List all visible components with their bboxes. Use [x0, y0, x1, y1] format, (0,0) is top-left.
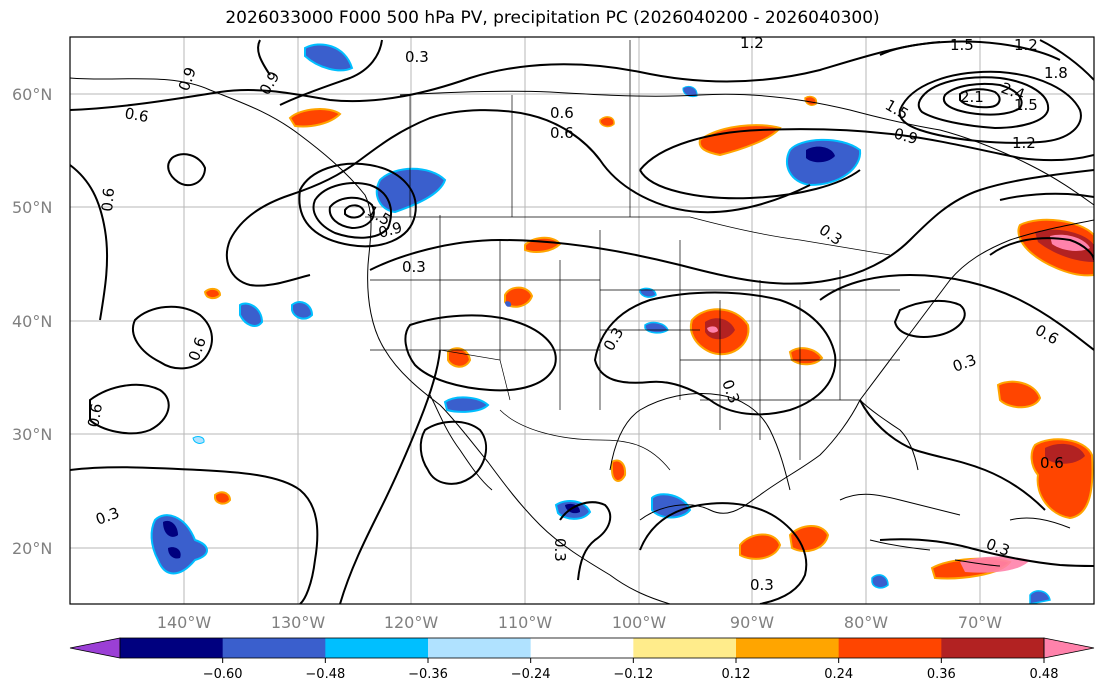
contour-label: 1.5	[950, 36, 974, 54]
political-borders	[365, 40, 900, 471]
contour-label: 1.2	[1012, 134, 1036, 152]
colorbar-tick-label: −0.48	[305, 667, 345, 682]
colorbar-tick-label: 0.36	[927, 667, 956, 682]
contour-label: 0.6	[550, 124, 574, 142]
colorbar-segment	[736, 638, 840, 658]
colorbar-segment	[428, 638, 532, 658]
colorbar-segment	[120, 638, 224, 658]
longitude-labels: 140°W 130°W 120°W 110°W 100°W 90°W 80°W …	[157, 613, 1002, 632]
contour-label: 0.9	[892, 124, 920, 148]
colorbar-tick-label: 0.12	[722, 667, 751, 682]
colorbar-extend-high	[1043, 637, 1095, 659]
colorbar-tick-label: −0.24	[511, 667, 551, 682]
contour-label: 1.2	[1014, 36, 1038, 54]
contour-label: 1.8	[1044, 64, 1068, 82]
lon-label: 90°W	[730, 613, 774, 632]
lon-label: 110°W	[498, 613, 553, 632]
contour-label: 0.6	[550, 104, 574, 122]
colorbar-tick-label: −0.36	[408, 667, 448, 682]
contour-label: 0.6	[123, 104, 150, 126]
lat-label: 50°N	[12, 198, 52, 217]
lon-label: 80°W	[844, 613, 888, 632]
contour-label: 2.1	[960, 88, 984, 106]
map-frame	[69, 36, 1095, 605]
contour-label: 0.3	[402, 258, 426, 276]
lon-label: 130°W	[271, 613, 326, 632]
pv-contours	[70, 39, 1094, 604]
latitude-labels: 60°N 50°N 40°N 30°N 20°N	[12, 85, 52, 558]
contour-label: 0.6	[98, 187, 118, 212]
colorbar-segment	[530, 638, 634, 658]
lat-label: 30°N	[12, 425, 52, 444]
lat-label: 20°N	[12, 539, 52, 558]
colorbar-extend-low	[69, 637, 121, 659]
precip-negative-areas	[150, 43, 1051, 604]
colorbar-tick-label: 0.48	[1030, 667, 1059, 682]
contour-label: 0.6	[1040, 454, 1064, 472]
lon-label: 140°W	[157, 613, 212, 632]
coastlines	[70, 77, 1094, 604]
colorbar-segment	[941, 638, 1045, 658]
contour-label: 0.3	[750, 576, 774, 594]
contour-label: 0.6	[84, 402, 106, 429]
lon-label: 120°W	[384, 613, 439, 632]
colorbar-segment	[838, 638, 942, 658]
contour-label: 1.5	[1014, 96, 1038, 114]
colorbar-border	[119, 637, 1045, 659]
colorbar: −0.60 −0.48 −0.36 −0.24 −0.12 0.12 0.24 0.36 0.4…	[69, 637, 1095, 682]
map-title: 2026033000 F000 500 hPa PV, precipitatio…	[225, 8, 880, 28]
lat-label: 60°N	[12, 85, 52, 104]
lon-label: 70°W	[958, 613, 1002, 632]
contour-label: 0.3	[551, 538, 569, 562]
colorbar-segment	[325, 638, 429, 658]
colorbar-tick-label: −0.12	[613, 667, 653, 682]
colorbar-tick-label: −0.60	[203, 667, 243, 682]
colorbar-segment	[633, 638, 737, 658]
contour-label: 1.2	[740, 34, 764, 52]
contour-label: 0.9	[376, 218, 404, 242]
colorbar-tick-label: 0.24	[824, 667, 853, 682]
lon-label: 100°W	[612, 613, 667, 632]
contour-label: 0.3	[405, 48, 429, 66]
colorbar-segment	[222, 638, 326, 658]
lat-label: 40°N	[12, 312, 52, 331]
